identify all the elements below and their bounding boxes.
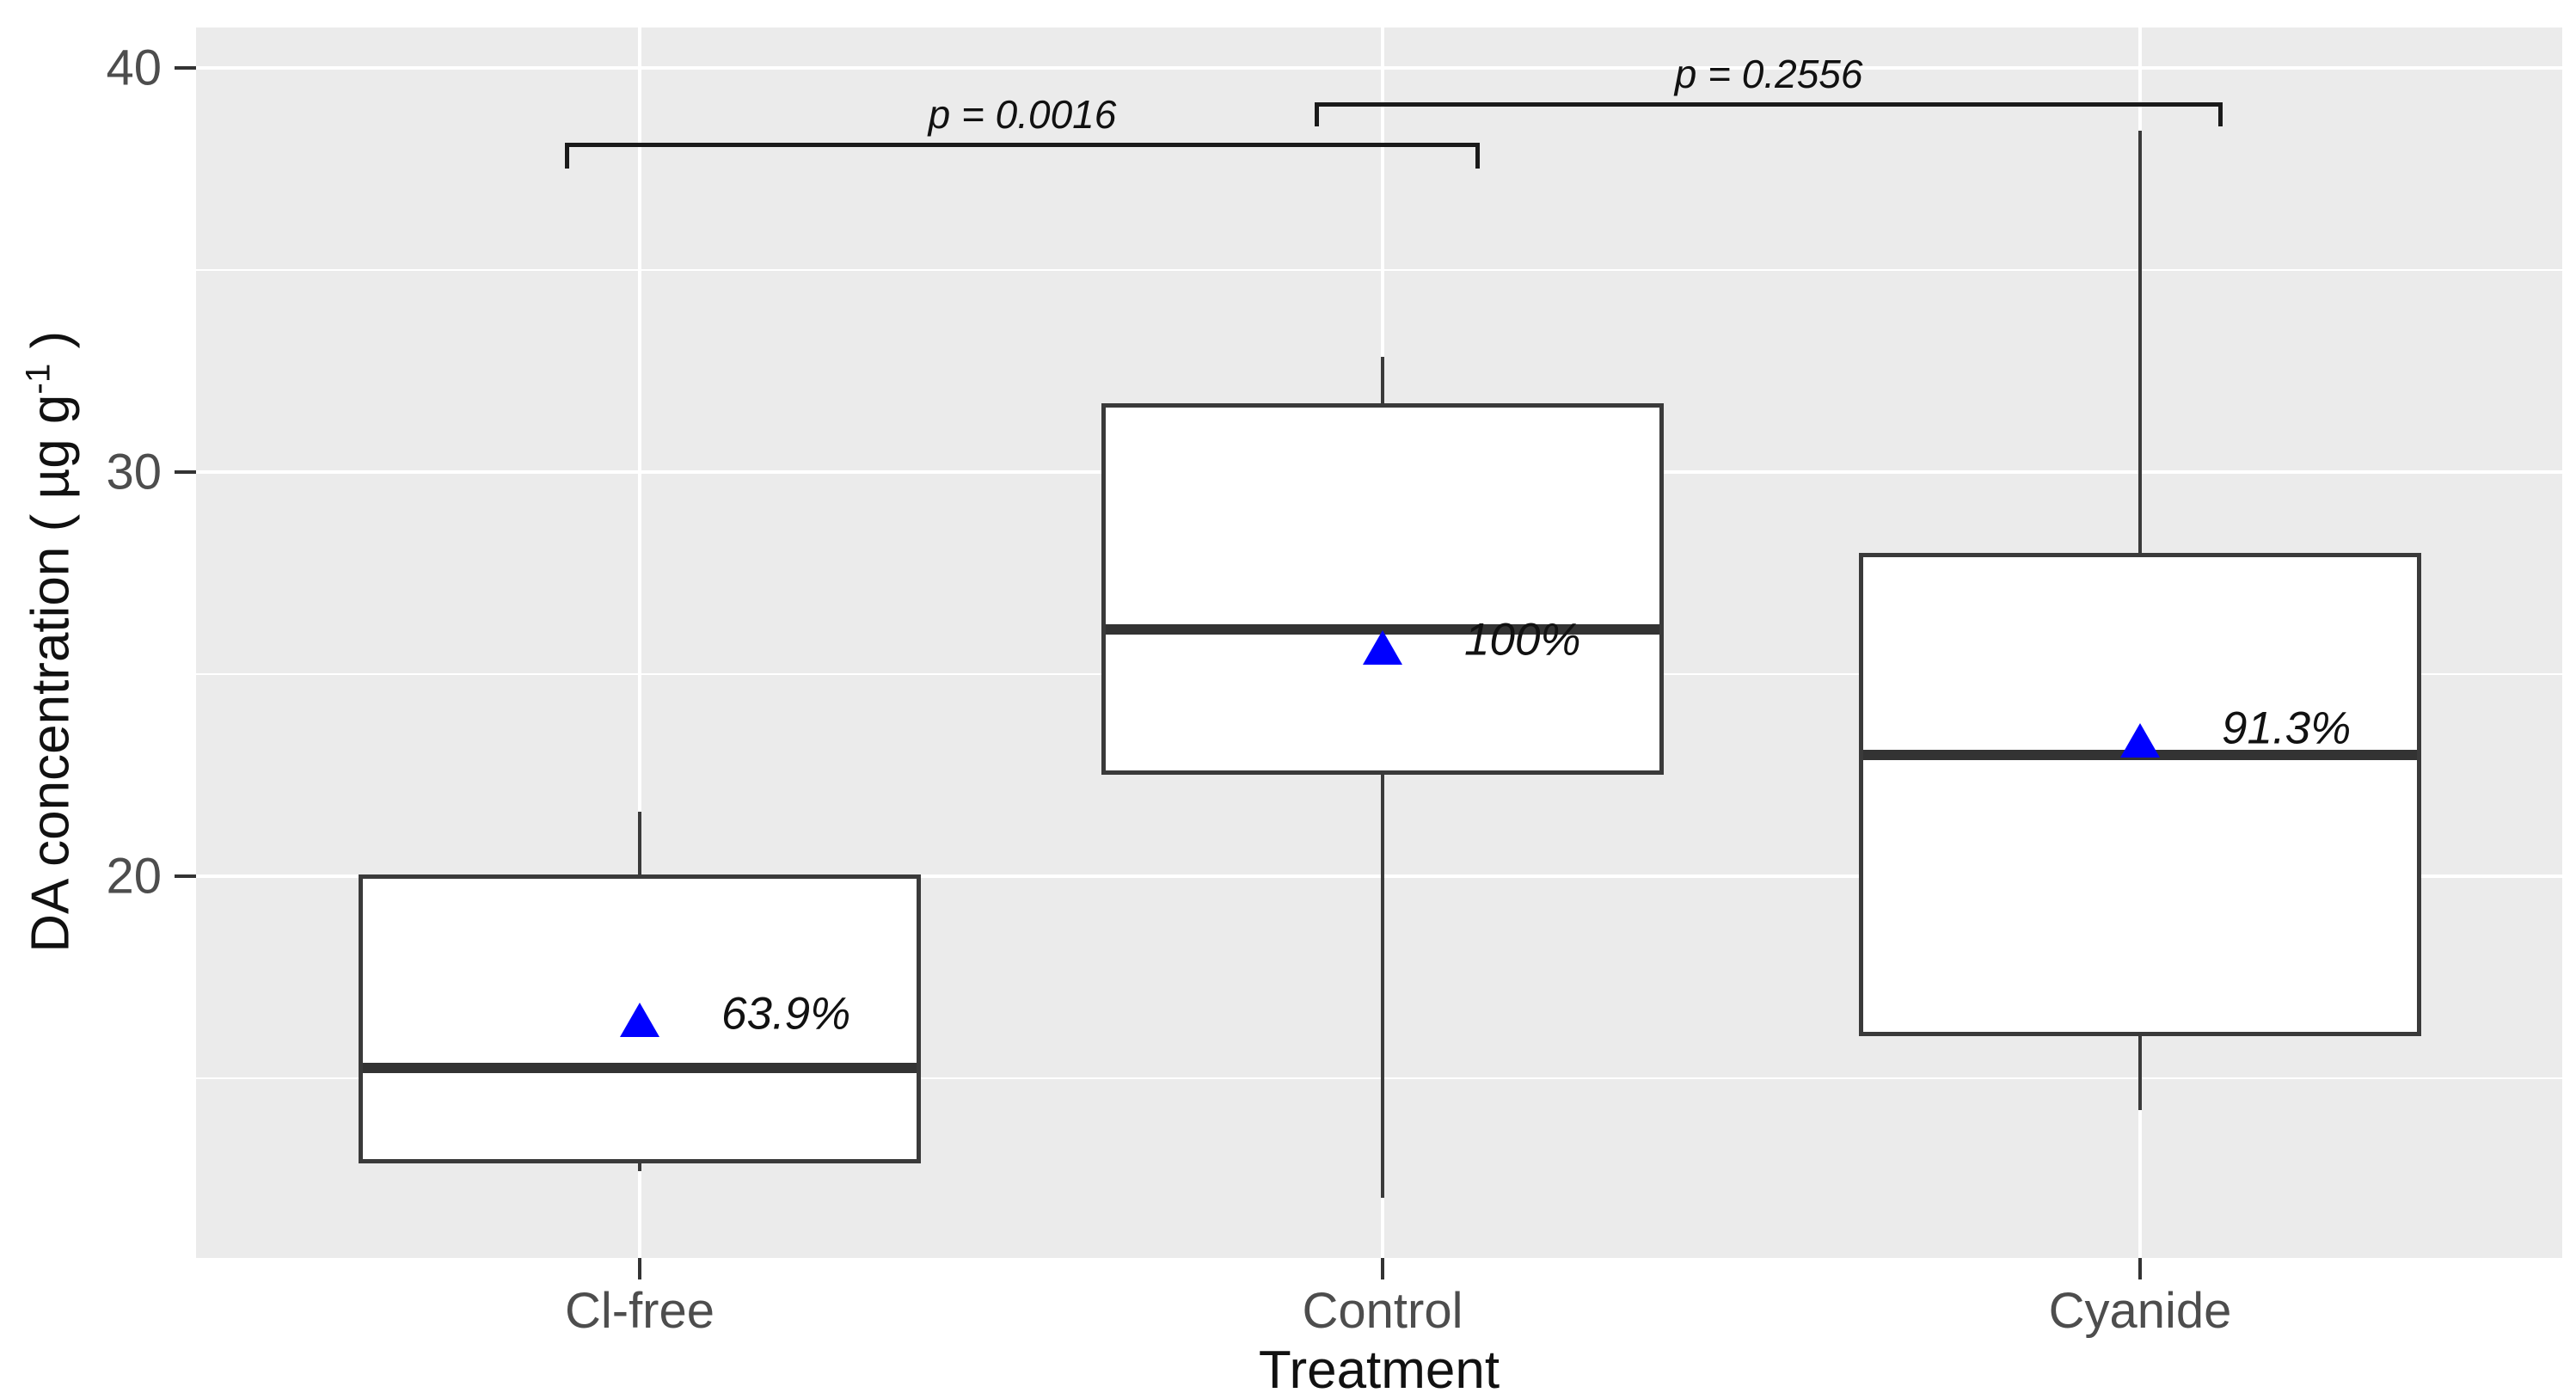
significance-bracket-left-tick	[1315, 102, 1320, 127]
x-tick-mark	[2138, 1258, 2142, 1279]
p-value-label: p = 0.0016	[928, 92, 1117, 138]
y-axis-title-close: )	[21, 330, 81, 364]
lower-whisker	[2138, 1035, 2142, 1111]
x-gridline-major	[638, 28, 641, 1258]
upper-whisker	[2138, 130, 2142, 553]
y-axis-title: DA concentration ( µg g-1 )	[19, 40, 82, 1243]
y-axis-title-superscript: -1	[18, 363, 58, 395]
upper-whisker	[1381, 357, 1384, 404]
median-line	[363, 1063, 917, 1074]
y-gridline-minor	[196, 268, 2562, 271]
y-gridline-major	[196, 874, 2562, 878]
significance-bracket	[1315, 102, 2223, 107]
x-tick-mark	[638, 1258, 641, 1279]
mean-percent-label: 100%	[1464, 614, 1581, 666]
y-tick-mark	[175, 65, 196, 70]
y-tick-label: 20	[106, 848, 162, 905]
y-tick-mark	[175, 874, 196, 878]
lower-whisker	[1381, 775, 1384, 1198]
x-tick-label: Cyanide	[2048, 1283, 2232, 1339]
y-tick-label: 30	[106, 444, 162, 500]
x-tick-label: Control	[1302, 1283, 1463, 1339]
mean-triangle-icon	[1363, 630, 1402, 666]
boxplot-box	[1101, 403, 1664, 776]
y-gridline-major	[196, 65, 2562, 70]
mean-percent-label: 91.3%	[2222, 703, 2352, 754]
significance-bracket	[564, 143, 1481, 148]
x-tick-label: Cl-free	[564, 1283, 715, 1339]
y-tick-label: 40	[106, 40, 162, 96]
y-axis-title-text: DA concentration ( µg g	[21, 394, 81, 953]
significance-bracket-right-tick	[1475, 143, 1481, 169]
mean-triangle-icon	[620, 1002, 659, 1037]
median-line	[1106, 624, 1659, 635]
mean-triangle-icon	[2120, 723, 2160, 758]
y-gridline-minor	[196, 1077, 2562, 1079]
lower-whisker	[638, 1163, 641, 1171]
x-tick-mark	[1381, 1258, 1384, 1279]
boxplot-box	[1859, 552, 2421, 1036]
x-axis-title: Treatment	[1258, 1341, 1500, 1399]
significance-bracket-right-tick	[2217, 102, 2223, 127]
p-value-label: p = 0.2556	[1674, 52, 1863, 97]
mean-percent-label: 63.9%	[721, 988, 851, 1040]
upper-whisker	[638, 811, 641, 874]
y-tick-mark	[175, 469, 196, 474]
significance-bracket-left-tick	[564, 143, 569, 169]
